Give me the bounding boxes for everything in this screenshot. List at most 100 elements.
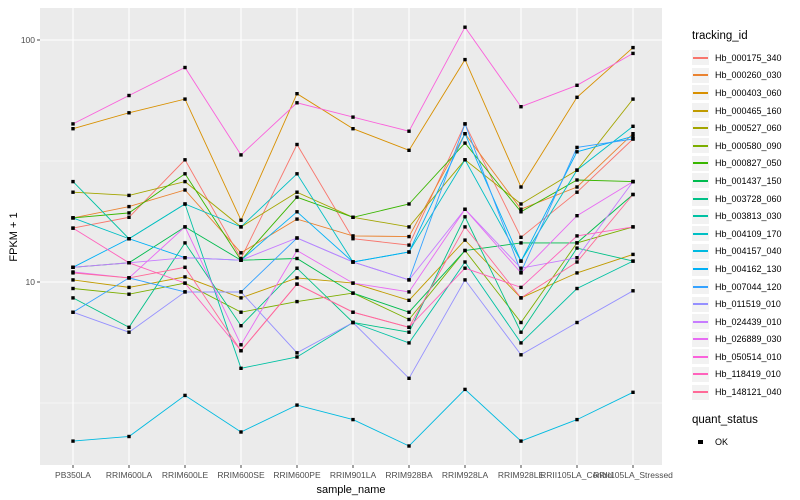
data-point xyxy=(351,281,355,285)
legend-item-label: Hb_003728_060 xyxy=(715,193,782,204)
data-point xyxy=(631,51,635,56)
x-tick-label: RRII105LA_Stressed xyxy=(593,470,673,480)
data-point xyxy=(631,137,635,141)
x-tick-label: RRIM600LE xyxy=(162,470,209,480)
data-point xyxy=(127,193,131,198)
data-point xyxy=(295,403,299,407)
legend-key-line-icon xyxy=(692,261,709,277)
data-point xyxy=(183,172,187,176)
data-point xyxy=(519,320,523,325)
data-point xyxy=(183,158,187,162)
data-point xyxy=(575,214,579,218)
legend-key-line-icon xyxy=(692,120,709,136)
data-point xyxy=(127,215,131,219)
legend-item-label: Hb_007044_120 xyxy=(715,281,782,292)
x-tick-label: RRIM928BA xyxy=(385,470,433,480)
data-point xyxy=(71,278,75,282)
data-point xyxy=(407,341,411,345)
legend-item: Hb_001437_150 xyxy=(692,172,798,190)
data-point xyxy=(351,310,355,314)
data-point xyxy=(407,129,411,133)
data-point xyxy=(183,65,187,70)
data-point xyxy=(407,250,411,254)
data-point xyxy=(463,260,467,264)
data-point xyxy=(239,343,243,347)
legend-tracking-title: tracking_id xyxy=(692,30,748,42)
data-point xyxy=(183,225,187,229)
data-point xyxy=(463,387,467,392)
data-point xyxy=(239,290,243,294)
data-point xyxy=(631,259,635,263)
data-point xyxy=(239,349,243,353)
data-point xyxy=(183,188,187,192)
data-point xyxy=(239,296,243,300)
legend-key-line-icon xyxy=(692,138,709,154)
data-point xyxy=(631,134,635,138)
data-point xyxy=(295,299,299,304)
data-point xyxy=(463,132,467,136)
data-point xyxy=(463,238,467,242)
legend-item-label: Hb_011519_010 xyxy=(715,299,781,310)
data-point xyxy=(295,351,299,355)
x-tick-label: RRIM928LE xyxy=(498,470,545,480)
data-point xyxy=(183,97,187,101)
legend-key-line-icon xyxy=(692,384,709,400)
data-point xyxy=(631,252,635,257)
legend-quant-status: quant_status OK xyxy=(692,414,798,450)
data-point xyxy=(575,256,579,260)
data-point xyxy=(351,237,355,241)
data-point xyxy=(519,241,523,245)
data-point xyxy=(71,179,75,184)
black-square-point-icon xyxy=(692,435,709,450)
data-point xyxy=(127,285,131,290)
data-point xyxy=(407,148,411,152)
data-point xyxy=(183,241,187,245)
data-point xyxy=(127,93,131,98)
legend-key-line-icon xyxy=(692,85,709,101)
data-point xyxy=(519,210,523,214)
data-point xyxy=(463,207,467,211)
data-point xyxy=(575,185,579,189)
legend-key-line-icon xyxy=(692,173,709,189)
data-point xyxy=(351,320,355,325)
data-point xyxy=(407,298,411,302)
data-point xyxy=(519,341,523,345)
data-point xyxy=(351,417,355,422)
legend-item-label: Hb_000580_090 xyxy=(715,140,782,151)
data-point xyxy=(407,310,411,314)
data-point xyxy=(575,95,579,99)
x-tick-label: RRIM600PE xyxy=(273,470,321,480)
legend-item-label: OK xyxy=(715,437,729,447)
data-point xyxy=(295,172,299,176)
legend-item: Hb_050514_010 xyxy=(692,348,798,366)
data-point xyxy=(239,218,243,222)
data-point xyxy=(239,366,243,370)
data-point xyxy=(631,45,635,50)
x-tick-label: RRIM901LA xyxy=(330,470,377,480)
legend-item: Hb_011519_010 xyxy=(692,295,798,313)
data-point xyxy=(71,271,75,275)
legend-item: Hb_026889_030 xyxy=(692,331,798,349)
data-point xyxy=(127,276,131,280)
panel-background xyxy=(40,8,662,465)
data-point xyxy=(71,127,75,131)
legend-item-label: Hb_148121_040 xyxy=(715,387,782,398)
legend-item: Hb_004109_170 xyxy=(692,225,798,243)
legend-key-line-icon xyxy=(692,349,709,365)
data-point xyxy=(631,179,635,184)
data-point xyxy=(127,330,131,334)
legend-item-label: Hb_024439_010 xyxy=(715,316,782,327)
data-point xyxy=(351,127,355,131)
data-point xyxy=(295,217,299,221)
data-point xyxy=(295,248,299,253)
data-point xyxy=(575,178,579,182)
data-point xyxy=(183,281,187,285)
data-point xyxy=(127,211,131,215)
x-tick-label: RRIM600LA xyxy=(106,470,153,480)
data-point xyxy=(407,376,411,380)
data-point xyxy=(463,122,467,126)
legend-item: Hb_024439_010 xyxy=(692,313,798,331)
legend-key-line-icon xyxy=(692,103,709,119)
